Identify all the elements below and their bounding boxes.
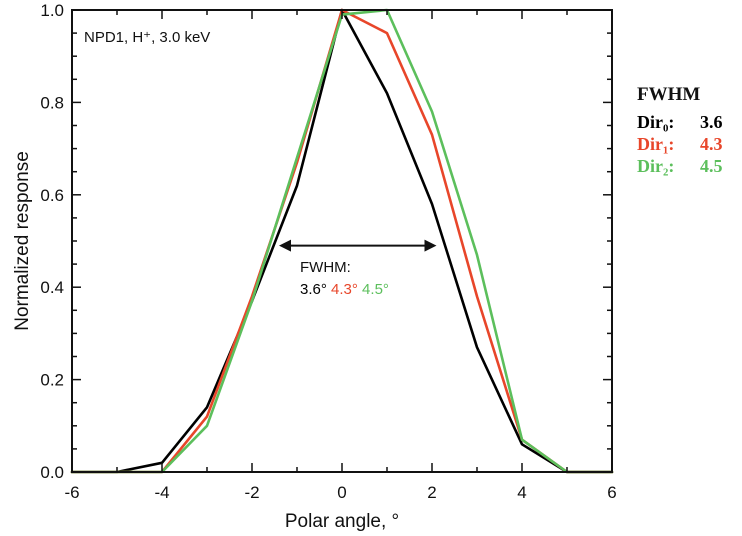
x-tick-label: 2 <box>427 483 436 502</box>
x-tick-label: -6 <box>64 483 79 502</box>
legend-entry-name-2: Dir₂: <box>637 156 674 176</box>
series-line-0 <box>70 8 614 474</box>
legend-entry-value-2: 4.5 <box>700 156 723 176</box>
y-axis-title: Normalized response <box>12 151 33 331</box>
y-tick-label: 0.2 <box>40 371 64 390</box>
fwhm-value-2: 4.5° <box>358 281 389 298</box>
plot-frame <box>71 9 613 473</box>
fwhm-arrow-right-head <box>424 239 437 252</box>
x-tick-label: 6 <box>607 483 616 502</box>
condition-label: NPD1, H⁺, 3.0 keV <box>84 29 210 46</box>
y-tick-label: 0.4 <box>40 278 64 297</box>
fwhm-annotation-label: FWHM: <box>300 259 351 276</box>
fwhm-arrow-left-head <box>279 239 291 252</box>
x-axis-title: Polar angle, ° <box>285 511 399 532</box>
y-tick-label: 0.8 <box>40 93 64 112</box>
x-tick-label: 4 <box>517 483 526 502</box>
fwhm-annotation-values: 3.6° 4.3° 4.5° <box>300 281 389 298</box>
fwhm-value-0: 3.6° <box>300 281 327 298</box>
legend-title: FWHM <box>637 84 700 105</box>
x-tick-label: 0 <box>337 483 346 502</box>
annotation: NPD1, H⁺, 3.0 keV FWHM: 3.6° 4.3° 4.5° <box>84 29 437 298</box>
series-layer <box>70 8 614 474</box>
legend-entry-value-0: 3.6 <box>700 112 723 132</box>
legend: FWHM Dir₀: 3.6 Dir₁: 4.3 Dir₂: 4.5 <box>637 84 723 176</box>
series-line-2 <box>70 8 614 474</box>
legend-entry-name-1: Dir₁: <box>637 134 674 154</box>
series-line-1 <box>70 8 614 474</box>
legend-entry-name-0: Dir₀: <box>637 112 674 132</box>
x-tick-label: -2 <box>244 483 259 502</box>
y-tick-label: 1.0 <box>40 1 64 20</box>
y-tick-label: 0.0 <box>40 463 64 482</box>
y-tick-label: 0.6 <box>40 186 64 205</box>
legend-entry-value-1: 4.3 <box>700 134 723 154</box>
axes: -6 -4 -2 0 2 4 6 0.0 0.2 0.4 0.6 0.8 1.0 Polar angle,… <box>12 1 617 532</box>
x-tick-label: -4 <box>154 483 169 502</box>
fwhm-value-1: 4.3° <box>327 281 358 298</box>
